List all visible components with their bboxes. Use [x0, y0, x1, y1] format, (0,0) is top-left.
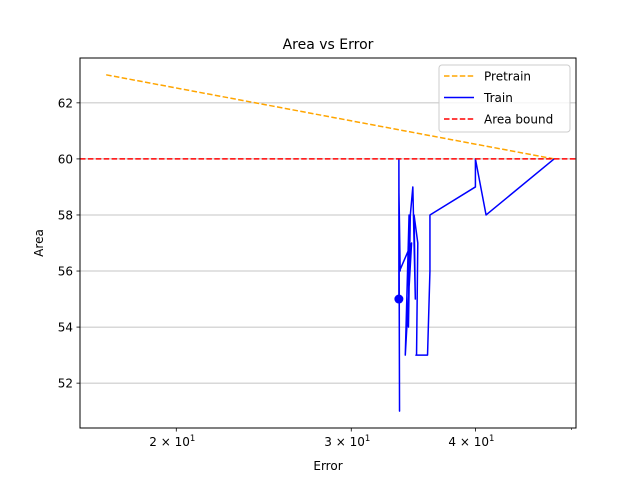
x-tick-label: 4 × 101: [448, 434, 494, 449]
series-train-line: [398, 158, 555, 412]
legend-label-train: Train: [483, 91, 513, 105]
legend: Pretrain Train Area bound: [438, 64, 571, 133]
plot-series: [80, 74, 576, 412]
y-tick-label: 58: [58, 208, 73, 222]
x-tick-label: 3 × 101: [324, 434, 370, 449]
plot-area-frame: [79, 57, 577, 429]
legend-label-pretrain: Pretrain: [484, 70, 531, 84]
y-tick-label: 62: [58, 96, 73, 110]
y-axis-label: Area: [32, 229, 46, 257]
x-tick-label-exponent: 1: [190, 434, 195, 444]
y-tick-label: 60: [58, 152, 73, 166]
x-axis-label: Error: [313, 459, 342, 473]
y-tick-label: 56: [58, 265, 73, 279]
chart-title: Area vs Error: [283, 37, 374, 53]
y-tick-label: 54: [58, 321, 73, 335]
x-tick-label-base: 2 × 10: [149, 435, 190, 449]
x-tick-label-exponent: 1: [365, 434, 370, 444]
x-tick-label-base: 4 × 10: [448, 435, 489, 449]
series-train-marker: [394, 294, 404, 304]
x-tick-label-base: 3 × 10: [324, 435, 365, 449]
x-tick-label-exponent: 1: [489, 434, 494, 444]
legend-label-area-bound: Area bound: [484, 113, 553, 127]
y-axis-ticks: 52 54 56 58 60 62: [58, 96, 80, 391]
x-tick-label: 2 × 101: [149, 434, 195, 449]
x-axis-ticks: 2 × 101 3 × 101 4 × 101: [149, 428, 573, 449]
series-pretrain-line: [106, 74, 555, 160]
legend-box: [438, 64, 571, 133]
y-tick-label: 52: [58, 377, 73, 391]
